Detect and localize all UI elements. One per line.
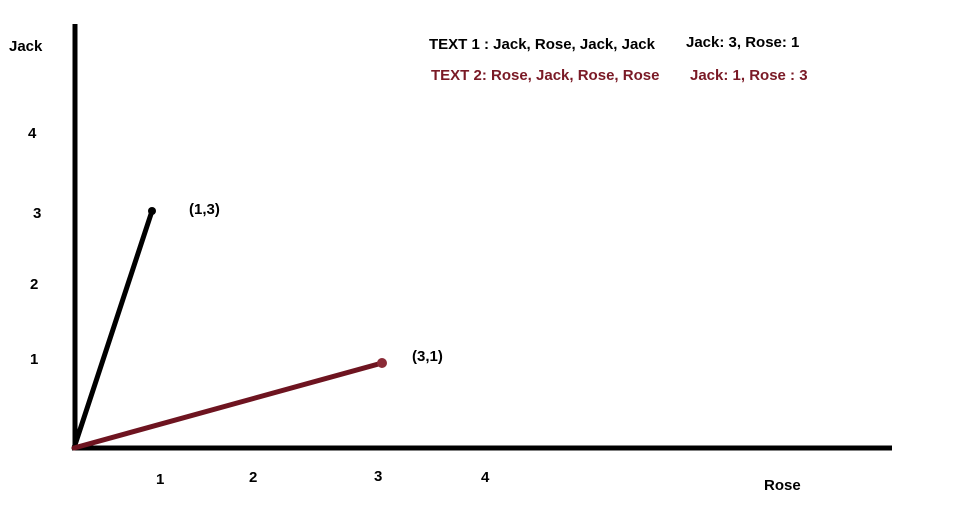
text2-words: TEXT 2: Rose, Jack, Rose, Rose xyxy=(431,67,659,84)
x-tick: 2 xyxy=(249,469,257,486)
text2-counts: Jack: 1, Rose : 3 xyxy=(690,67,808,84)
text1-vector-tip xyxy=(148,207,156,215)
y-tick: 3 xyxy=(33,205,41,222)
y-tick: 1 xyxy=(30,351,38,368)
text1-words: TEXT 1 : Jack, Rose, Jack, Jack xyxy=(429,36,656,53)
y-axis-label: Jack xyxy=(9,38,43,55)
text1-vector-label: (1,3) xyxy=(189,201,220,218)
text2-vector-tip xyxy=(377,358,387,368)
x-axis-label: Rose xyxy=(764,477,801,494)
y-tick: 4 xyxy=(28,125,37,142)
text1-counts: Jack: 3, Rose: 1 xyxy=(686,34,799,51)
x-tick: 4 xyxy=(481,469,490,486)
x-tick: 1 xyxy=(156,471,164,488)
text2-vector-label: (3,1) xyxy=(412,348,443,365)
text2-vector-line xyxy=(71,360,385,451)
x-tick: 3 xyxy=(374,468,382,485)
y-tick: 2 xyxy=(30,276,38,293)
text1-vector-line xyxy=(71,208,155,451)
